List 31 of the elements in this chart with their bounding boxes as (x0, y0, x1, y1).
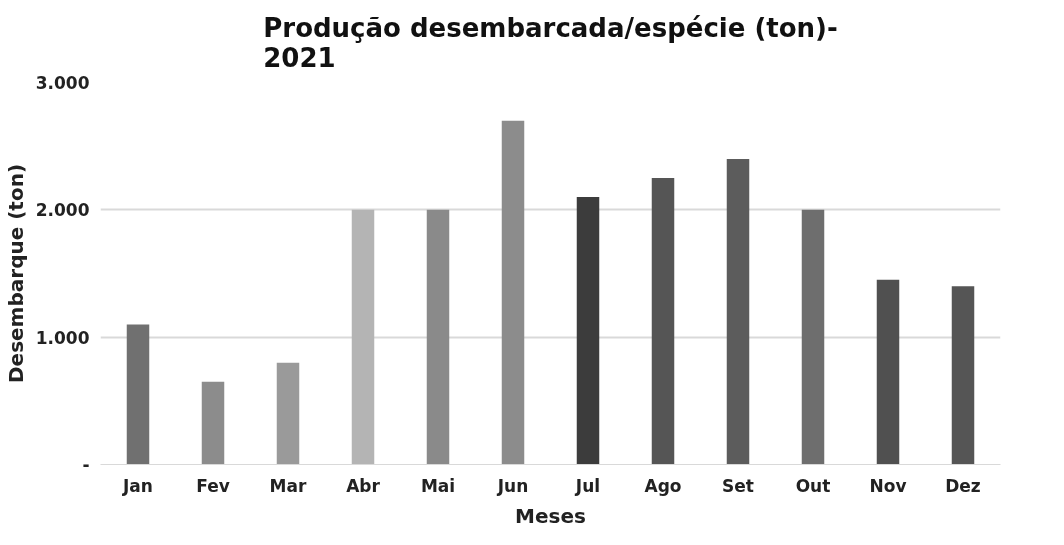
x-tick-label: Mai (420, 475, 456, 496)
bar (801, 209, 825, 465)
x-tick-label: Fev (196, 475, 230, 496)
x-axis-title: Meses (515, 503, 586, 528)
bar (351, 209, 375, 465)
bar (576, 197, 600, 465)
chart-title: Produção desembarcada/espécie (ton)- 2021 (263, 12, 838, 73)
bar (876, 279, 900, 465)
x-tick-label: Nov (869, 475, 907, 496)
x-tick-label: Jan (122, 475, 153, 496)
x-tick-label: Set (722, 475, 754, 496)
y-axis-title: Desembarque (ton) (3, 163, 28, 384)
x-tick-label: Out (795, 475, 831, 496)
x-tick-label: Abr (346, 475, 381, 496)
y-tick-label: 1.000 (35, 327, 90, 348)
bar (951, 286, 975, 465)
x-tick-label: Ago (644, 475, 682, 496)
bar (501, 120, 525, 465)
x-tick-label: Jul (574, 475, 601, 496)
y-tick-label: 2.000 (35, 200, 90, 221)
y-tick-label: - (82, 455, 90, 475)
y-tick-label: 3.000 (35, 73, 90, 93)
bar (651, 178, 675, 465)
bar (426, 209, 450, 465)
bar (276, 362, 300, 465)
bar (126, 324, 150, 465)
x-tick-label: Dez (945, 475, 981, 496)
bar (726, 158, 750, 465)
x-tick-label: Mar (269, 475, 307, 496)
bar (201, 381, 225, 465)
x-tick-label: Jun (496, 475, 529, 496)
